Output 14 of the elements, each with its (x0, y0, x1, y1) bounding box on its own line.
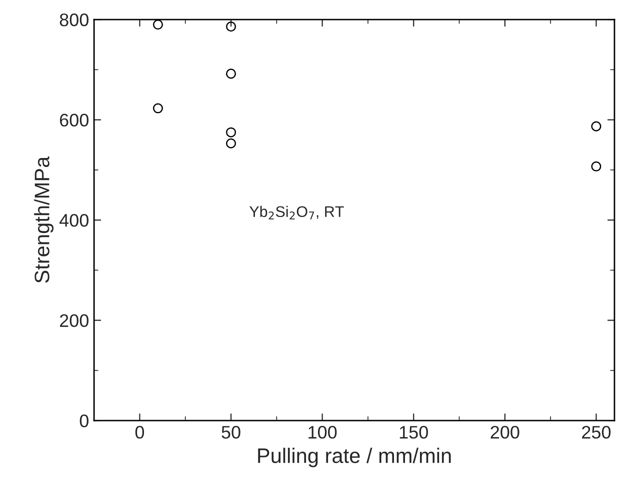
x-tick-label: 50 (222, 426, 240, 439)
y-tick-label: 800 (60, 13, 88, 26)
x-tick-label: 150 (400, 426, 428, 439)
annotation: Yb$_{2}$Si$_{2}$O$_{7}$, RT (249, 206, 344, 220)
y-tick-label: 600 (60, 114, 88, 127)
x-axis-title: Pulling rate / mm/min (258, 448, 451, 468)
y-tick-label: 400 (59, 214, 88, 227)
x-tick-label: 200 (490, 426, 520, 439)
y-axis-title: Strength/MPa (34, 156, 54, 283)
x-tick-label: 0 (135, 426, 144, 439)
y-tick-label: 0 (80, 414, 88, 428)
x-tick-label: 250 (582, 426, 611, 439)
y-tick-label: 200 (60, 314, 88, 328)
x-tick-label: 100 (308, 426, 337, 439)
